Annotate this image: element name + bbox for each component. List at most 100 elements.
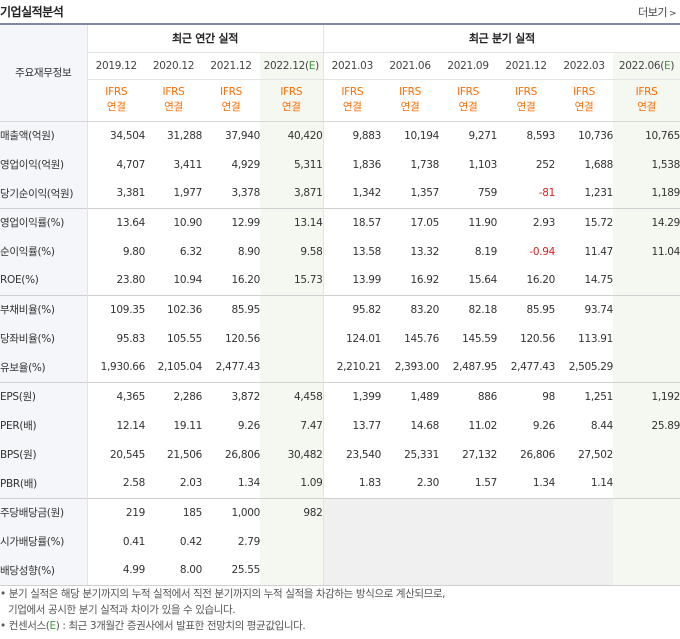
value-cell: 2.03	[179, 477, 202, 490]
value-cell: 15.72	[555, 207, 614, 237]
basis-label: 연결	[458, 101, 478, 113]
table-row: 당기순이익(억원) 3,381 1,977 3,378 3,871 1,342 1,357 7…	[0, 179, 680, 208]
value-cell: 10.90	[145, 207, 202, 237]
value-cell	[555, 527, 614, 556]
more-link[interactable]: 더보기 >	[638, 4, 676, 20]
value-cell: 10,765	[613, 121, 680, 150]
row-label: 유보율(%)	[0, 353, 88, 382]
value-cell: 1,192	[613, 381, 680, 411]
accounting-standard-cell: IFRS 연결	[202, 79, 260, 122]
value-cell: 4,707	[116, 158, 145, 171]
value-cell: 12.99	[202, 207, 260, 237]
value-cell: 21,506	[167, 448, 202, 461]
footnote-2-estimate-mark: E	[49, 620, 56, 632]
table-row: PBR(배) 2.58 2.03 1.34 1.09 1.83 2.30 1.57 1.34 1.…	[0, 469, 680, 498]
footnote-1-cont: 기업에서 공시한 분기 실적과 차이가 있을 수 있습니다.	[8, 604, 236, 616]
value-cell: 8.19	[474, 245, 498, 258]
basis-label: 연결	[281, 101, 301, 113]
value-cell	[555, 556, 614, 586]
period-header: 2019.12	[87, 52, 145, 80]
accounting-standard-cell: IFRS 연결	[381, 79, 440, 122]
value-cell: 20,545	[110, 448, 145, 461]
value-cell: 1,189	[613, 179, 680, 208]
table-row: 배당성향(%) 4.99 8.00 25.55	[0, 556, 680, 586]
value-cell	[613, 556, 680, 586]
period-header: 2022.03	[555, 52, 614, 80]
accounting-standard-cell: IFRS 연결	[145, 79, 202, 122]
value-cell: 34,504	[110, 129, 145, 142]
value-cell	[260, 527, 324, 556]
value-cell	[439, 527, 498, 556]
financial-table: 주요재무정보 최근 연간 실적 최근 분기 실적 2019.12 2020.12 2…	[0, 23, 680, 586]
value-cell: 120.56	[225, 332, 260, 345]
group-annual-header: 최근 연간 실적	[87, 23, 324, 53]
value-cell: 14.29	[613, 207, 680, 237]
accounting-standard-cell: IFRS 연결	[613, 79, 680, 122]
corner-label: 주요재무정보	[0, 23, 88, 122]
standard-label: IFRS	[457, 86, 479, 98]
basis-label: 연결	[164, 101, 183, 113]
value-cell: 219	[87, 497, 145, 527]
value-cell: 1,000	[202, 497, 260, 527]
value-cell: 18.57	[322, 207, 382, 237]
value-cell	[439, 497, 498, 527]
value-cell: 9,271	[468, 129, 498, 142]
value-cell	[613, 527, 680, 556]
accounting-standard-cell: IFRS 연결	[439, 79, 498, 122]
footnotes: • 분기 실적은 해당 분기까지의 누적 실적에서 직전 분기까지의 누적 실적…	[0, 586, 680, 634]
value-cell: 7.47	[260, 411, 324, 440]
value-cell: 2,210.21	[322, 353, 382, 382]
value-cell: 8.90	[237, 245, 260, 258]
value-cell: 93.74	[555, 294, 614, 324]
value-cell: 9.26	[237, 419, 260, 432]
row-label: ROE(%)	[0, 266, 88, 295]
value-cell: 0.42	[179, 535, 202, 548]
basis-label: 연결	[574, 101, 594, 113]
value-cell: 13.14	[260, 207, 324, 237]
value-cell: 1,538	[613, 150, 680, 179]
accounting-standard-cell: IFRS 연결	[260, 79, 324, 122]
value-cell: 145.76	[404, 332, 440, 345]
accounting-standard-cell: IFRS 연결	[87, 79, 145, 122]
value-cell: 13.77	[322, 411, 382, 440]
table-body: 매출액(억원) 34,504 31,288 37,940 40,420 9,883 10,1…	[0, 121, 680, 586]
value-cell: 0.41	[122, 535, 145, 548]
period-header: 2021.12	[497, 52, 556, 80]
value-cell: 1,103	[468, 158, 498, 171]
standard-label: IFRS	[515, 86, 537, 98]
value-cell	[497, 556, 556, 586]
value-cell: 10,194	[404, 129, 440, 142]
value-cell: 8.00	[145, 556, 202, 586]
value-cell	[497, 527, 556, 556]
accounting-standard-cell: IFRS 연결	[322, 79, 382, 122]
value-cell: 11.02	[468, 419, 498, 432]
value-cell: 4,458	[260, 381, 324, 411]
value-cell	[260, 556, 324, 586]
row-label: 매출액(억원)	[0, 121, 88, 150]
value-cell	[613, 324, 680, 353]
period-header: 2022.06(E)	[613, 52, 680, 80]
value-cell: 1.34	[532, 477, 556, 490]
value-cell: 5,311	[260, 150, 324, 179]
value-cell: 95.82	[322, 294, 382, 324]
standard-label: IFRS	[341, 86, 364, 98]
value-cell: 9,883	[322, 121, 382, 150]
value-cell: 15.64	[468, 274, 498, 287]
value-cell	[381, 556, 440, 586]
value-cell: -0.94	[529, 245, 556, 258]
value-cell: 27,132	[462, 448, 498, 461]
table-row: 당좌비율(%) 95.83 105.55 120.56 124.01 145.76 145.…	[0, 324, 680, 353]
value-cell: 9.26	[532, 419, 556, 432]
standard-label: IFRS	[399, 86, 421, 98]
value-cell: 9.58	[260, 237, 324, 266]
value-cell: 8.44	[590, 419, 614, 432]
value-cell: 27,502	[578, 448, 614, 461]
basis-label: 연결	[106, 101, 126, 113]
period-header: 2022.12(E)	[260, 52, 324, 80]
value-cell: 2.93	[497, 207, 556, 237]
row-label: 당기순이익(억원)	[0, 179, 88, 208]
value-cell: 40,420	[260, 121, 324, 150]
value-cell: 2,477.43	[215, 361, 260, 374]
table-row: 순이익률(%) 9.80 6.32 8.90 9.58 13.58 13.32 8.19 -0.…	[0, 237, 680, 266]
row-label: 부채비율(%)	[0, 294, 88, 324]
